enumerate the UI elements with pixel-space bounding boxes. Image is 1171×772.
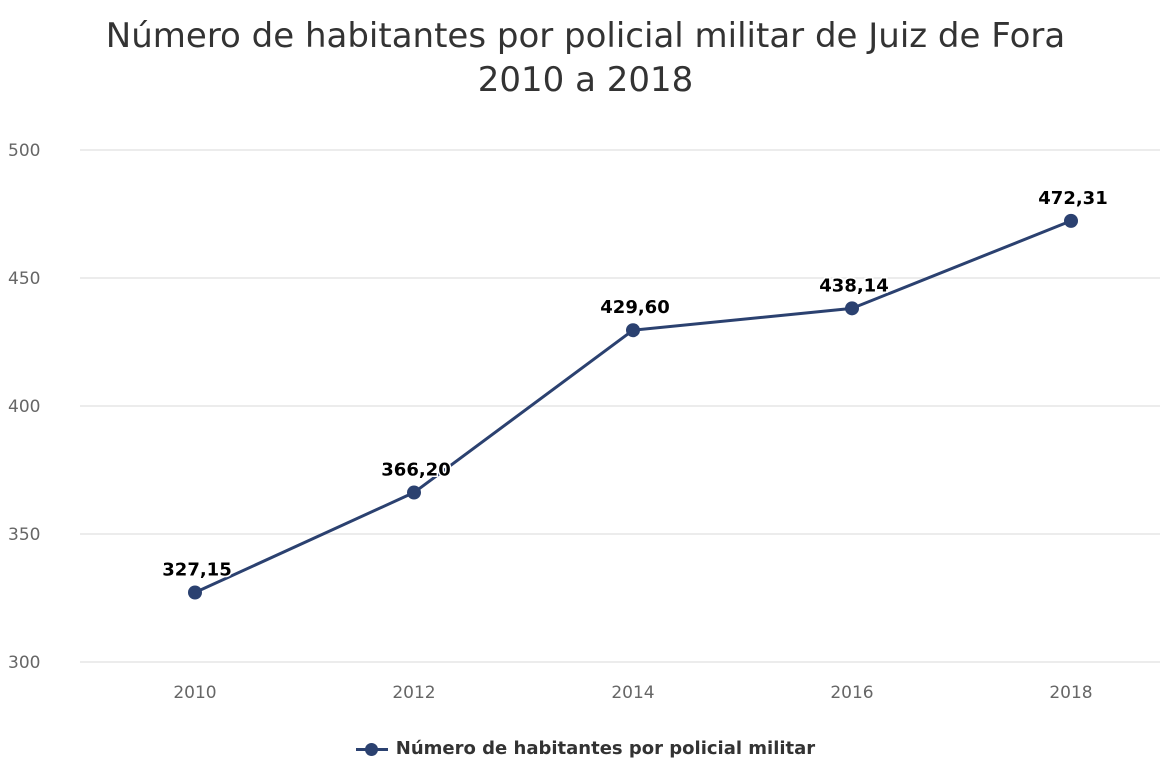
data-point-2018[interactable] bbox=[1064, 213, 1078, 228]
legend-marker-icon bbox=[355, 742, 388, 756]
data-label-2010: 327,15 bbox=[162, 559, 231, 580]
x-tick-label: 2012 bbox=[392, 683, 435, 703]
y-tick-label: 400 bbox=[8, 397, 40, 417]
x-axis-tick-labels: 2010 2012 2014 2016 2018 bbox=[173, 683, 1092, 703]
data-point-2010[interactable] bbox=[188, 585, 202, 600]
data-label-2012: 366,20 bbox=[381, 460, 450, 481]
data-point-2016[interactable] bbox=[845, 301, 859, 316]
series-line-group bbox=[188, 213, 1078, 600]
chart-title: Número de habitantes por policial milita… bbox=[0, 14, 1171, 102]
y-tick-label: 350 bbox=[8, 525, 40, 545]
x-tick-label: 2016 bbox=[830, 683, 873, 703]
data-labels: 327,15 366,20 429,60 438,14 472,31 bbox=[161, 186, 1109, 582]
x-tick-label: 2010 bbox=[173, 683, 216, 703]
y-tick-label: 500 bbox=[8, 141, 40, 161]
data-point-2012[interactable] bbox=[407, 485, 421, 500]
data-label-2018: 472,31 bbox=[1038, 188, 1107, 209]
y-axis-tick-labels: 300 350 400 450 500 bbox=[8, 141, 40, 673]
data-point-2014[interactable] bbox=[626, 323, 640, 338]
legend: Número de habitantes por policial milita… bbox=[0, 738, 1171, 761]
legend-item[interactable]: Número de habitantes por policial milita… bbox=[355, 738, 816, 759]
y-tick-label: 300 bbox=[8, 653, 40, 673]
legend-item-label: Número de habitantes por policial milita… bbox=[395, 738, 816, 759]
gridlines bbox=[80, 149, 1160, 663]
data-label-2016: 438,14 bbox=[819, 275, 888, 296]
y-tick-label: 450 bbox=[8, 269, 40, 289]
x-tick-label: 2014 bbox=[611, 683, 654, 703]
chart-title-line-1: Número de habitantes por policial milita… bbox=[105, 16, 1066, 56]
chart-title-line-2: 2010 a 2018 bbox=[477, 60, 694, 100]
data-label-2014: 429,60 bbox=[600, 297, 669, 318]
x-tick-label: 2018 bbox=[1049, 683, 1092, 703]
